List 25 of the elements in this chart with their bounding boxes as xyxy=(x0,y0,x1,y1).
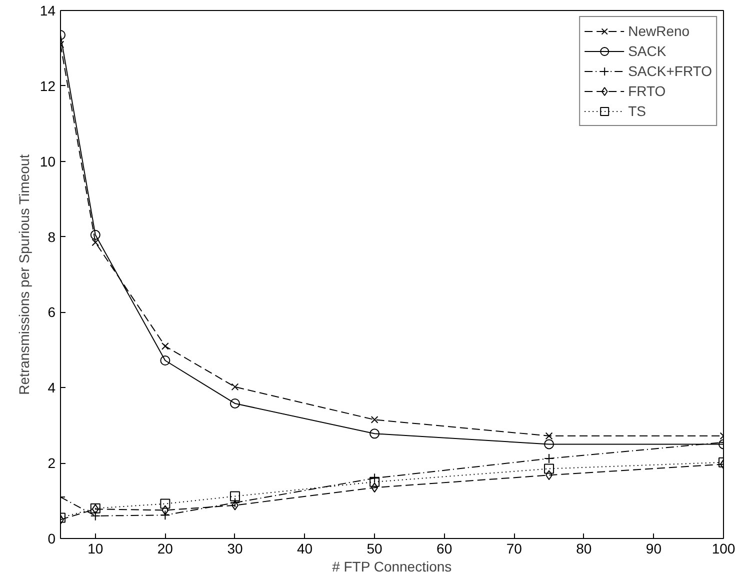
x-axis-title: # FTP Connections xyxy=(332,558,452,574)
y-tick-label: 10 xyxy=(40,153,56,170)
legend-label: SACK+FRTO xyxy=(628,63,712,79)
x-tick-label: 20 xyxy=(157,540,174,556)
x-tick-label: 30 xyxy=(227,540,243,556)
x-tick-label: 60 xyxy=(436,540,452,556)
y-tick-label: 0 xyxy=(48,530,56,546)
x-tick-label: 80 xyxy=(576,540,592,556)
legend-label: TS xyxy=(628,103,647,119)
y-tick-label: 8 xyxy=(48,228,56,245)
y-tick-label: 2 xyxy=(48,455,56,472)
x-tick-label: 50 xyxy=(366,540,383,556)
legend-label: SACK xyxy=(628,43,666,59)
x-tick-label: 10 xyxy=(88,540,104,556)
x-tick-label: 70 xyxy=(506,540,522,556)
legend-label: FRTO xyxy=(628,83,666,99)
y-tick-label: 12 xyxy=(40,78,56,94)
x-tick-label: 100 xyxy=(712,540,735,556)
y-tick-label: 6 xyxy=(48,304,56,320)
legend-label: NewReno xyxy=(628,23,690,39)
y-axis-title: Retransmissions per Spurious Timeout xyxy=(16,154,32,395)
y-tick-label: 14 xyxy=(40,2,56,18)
x-tick-label: 90 xyxy=(646,540,662,556)
y-tick-label: 4 xyxy=(48,380,56,396)
x-tick-label: 40 xyxy=(296,540,313,556)
